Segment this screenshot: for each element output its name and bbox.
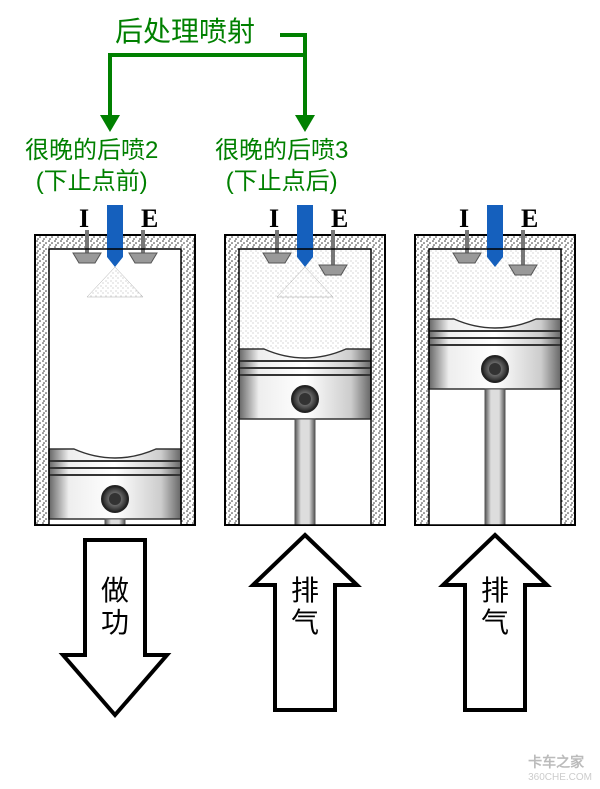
sublabel-2: 很晚的后喷3 (下止点后) — [215, 135, 348, 197]
svg-text:I: I — [79, 204, 89, 233]
svg-text:I: I — [459, 204, 469, 233]
sublabel-1-line2: (下止点前) — [36, 168, 148, 195]
watermark-url: 360CHE.COM — [528, 772, 592, 783]
sublabel-1-line1: 很晚的后喷2 — [25, 137, 158, 164]
sublabel-2-line1: 很晚的后喷3 — [215, 137, 348, 164]
watermark-brand: 卡车之家 — [528, 752, 592, 772]
svg-text:E: E — [141, 204, 158, 233]
svg-text:E: E — [331, 204, 348, 233]
sublabel-2-line2: (下止点后) — [226, 168, 338, 195]
diagram-title: 后处理喷射 — [115, 10, 255, 50]
svg-text:I: I — [269, 204, 279, 233]
sublabel-1: 很晚的后喷2 (下止点前) — [25, 135, 158, 197]
watermark: 卡车之家 360CHE.COM — [528, 752, 592, 783]
svg-text:E: E — [521, 204, 538, 233]
